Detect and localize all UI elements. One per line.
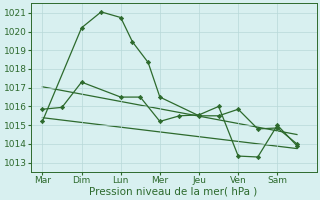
X-axis label: Pression niveau de la mer( hPa ): Pression niveau de la mer( hPa ) (90, 187, 258, 197)
